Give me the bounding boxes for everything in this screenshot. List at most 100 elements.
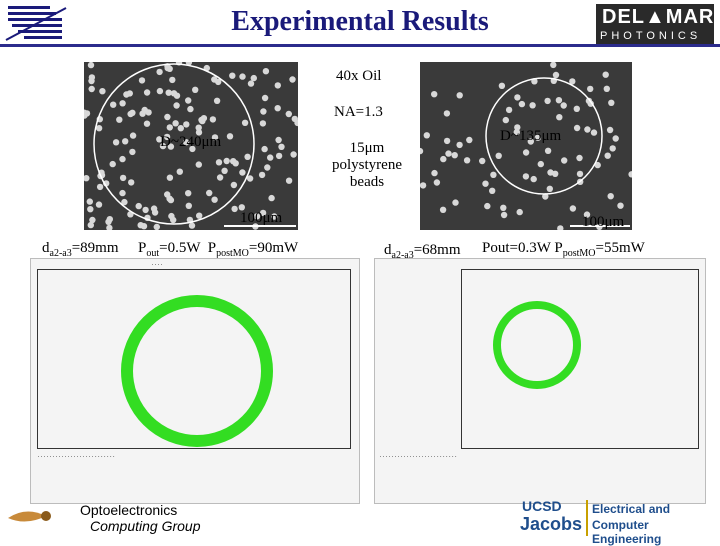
bead	[138, 77, 146, 84]
left-beam-ring	[121, 295, 273, 447]
footer-divider	[586, 500, 588, 536]
bead	[550, 62, 557, 69]
bead	[195, 129, 203, 136]
bead	[573, 124, 581, 132]
bead	[253, 213, 261, 220]
bead	[88, 85, 95, 93]
bead	[502, 116, 509, 124]
bead	[274, 82, 281, 89]
bead	[96, 183, 104, 191]
bead	[445, 150, 452, 157]
left-profile-frame	[37, 269, 351, 449]
bead	[187, 105, 194, 113]
bead	[206, 189, 213, 197]
bead	[167, 143, 175, 150]
bead	[268, 194, 275, 202]
bead	[123, 91, 130, 98]
bead	[150, 205, 158, 212]
bead	[514, 124, 521, 131]
bead	[443, 137, 451, 145]
bead	[557, 225, 564, 230]
bead	[211, 134, 219, 141]
footer-left-line1: Optoelectronics	[80, 502, 178, 518]
bead	[587, 100, 594, 107]
bead	[87, 62, 95, 69]
bead	[239, 73, 246, 80]
bead	[285, 110, 292, 118]
footer-ucsd: UCSD	[522, 498, 562, 514]
bead	[451, 152, 458, 159]
bead	[238, 204, 245, 211]
bead	[498, 82, 506, 89]
bead	[482, 180, 489, 187]
bead	[156, 136, 163, 143]
bead	[584, 126, 591, 133]
bead	[163, 133, 171, 141]
bead	[143, 120, 151, 127]
left-micrograph	[84, 62, 298, 230]
bead	[537, 160, 544, 168]
bead	[259, 209, 267, 217]
footer-jacobs: Jacobs	[520, 514, 583, 534]
bead	[122, 138, 129, 145]
left-profile-readout-top: ....	[151, 261, 164, 267]
bead	[166, 174, 174, 181]
bead	[259, 120, 267, 127]
bead	[489, 187, 496, 194]
bead	[271, 213, 278, 220]
bead	[216, 174, 224, 181]
bead	[518, 100, 526, 108]
bead	[141, 106, 148, 114]
bead	[289, 76, 296, 83]
right-beam-ring	[493, 301, 581, 389]
bead	[275, 136, 282, 144]
bead	[617, 202, 624, 209]
bead	[522, 149, 530, 156]
bead	[530, 175, 537, 183]
bead	[165, 89, 172, 96]
footer-dept-line1: Electrical and	[592, 502, 671, 516]
bead	[86, 198, 93, 205]
bead	[505, 106, 513, 114]
bead	[164, 113, 171, 121]
right-bead-image	[420, 62, 632, 230]
bead	[247, 80, 255, 87]
right-profile-readout-bottom: ..........................	[379, 453, 458, 459]
bead	[185, 97, 192, 104]
bead	[274, 105, 281, 112]
bead	[433, 179, 441, 186]
bead	[452, 199, 459, 206]
right-diameter-label: D~135μm	[500, 128, 562, 144]
left-beam-profile: .... ..........................	[30, 258, 360, 504]
bead	[560, 102, 567, 109]
bead	[420, 182, 427, 189]
bead	[262, 68, 270, 75]
bead	[129, 109, 136, 116]
bead	[490, 171, 497, 178]
bead	[285, 177, 293, 184]
bead	[583, 211, 591, 218]
beads-line2: polystyrene	[332, 157, 402, 173]
bead	[89, 216, 96, 224]
bead	[213, 97, 221, 104]
bead	[142, 206, 149, 214]
footer-dept-line2: Computer Engineering	[592, 518, 662, 546]
bead	[466, 136, 473, 144]
bead	[189, 145, 196, 153]
bead	[229, 72, 236, 79]
right-beam-profile: ..........................	[374, 258, 706, 504]
bead	[119, 189, 126, 197]
bead	[241, 119, 249, 126]
bead	[534, 134, 542, 141]
bead	[230, 158, 237, 165]
institute-logo	[4, 4, 68, 42]
bead	[153, 223, 160, 230]
bead	[612, 135, 619, 142]
bead	[443, 110, 451, 117]
bead	[573, 105, 580, 112]
bead	[135, 202, 142, 210]
bead	[170, 216, 177, 224]
bead	[106, 224, 113, 230]
bead	[172, 120, 179, 127]
bead	[602, 71, 609, 78]
